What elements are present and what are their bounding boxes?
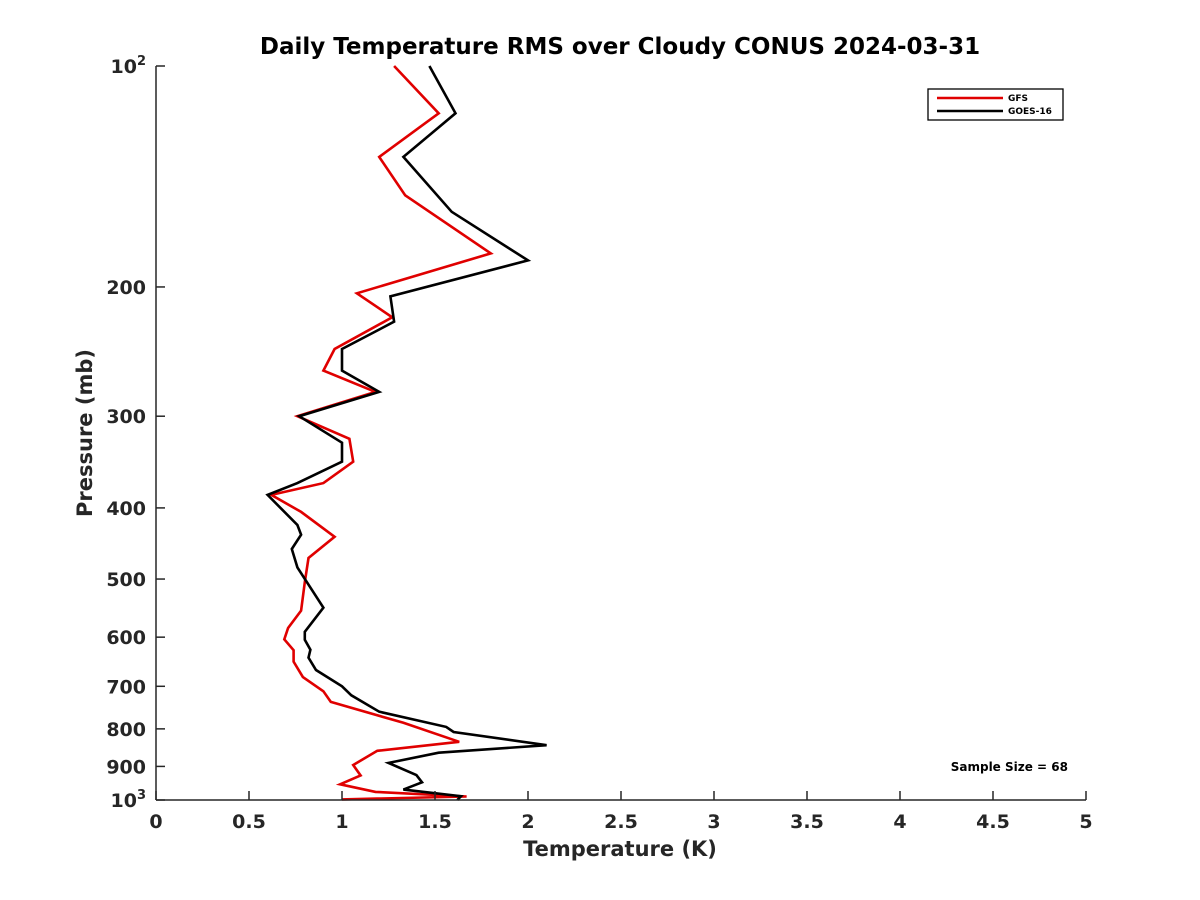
x-tick-label: 1.5 [418, 811, 452, 833]
legend-label: GFS [1008, 94, 1028, 104]
y-tick-label: 102 [111, 54, 147, 78]
x-tick-label: 4.5 [976, 811, 1010, 833]
series-layer [265, 65, 547, 801]
axes [155, 66, 1086, 801]
x-tick-label: 2.5 [604, 811, 638, 833]
x-tick-label: 1 [335, 811, 348, 833]
y-tick-label: 200 [106, 277, 146, 299]
y-tick-label: 103 [111, 788, 147, 812]
x-tick-label: 4 [893, 811, 906, 833]
y-tick-label: 500 [106, 569, 146, 591]
y-tick-label: 600 [106, 627, 146, 649]
x-axis-label: Temperature (K) [523, 837, 717, 861]
legend-label: GOES-16 [1008, 107, 1052, 117]
y-tick-label: 400 [106, 498, 146, 520]
x-tick-label: 0 [149, 811, 162, 833]
series-line-goes-16 [265, 65, 547, 801]
y-ticks: 102 200 300 400 500 600 700 800 900 103 [106, 54, 165, 812]
x-tick-label: 5 [1079, 811, 1092, 833]
sample-size-annotation: Sample Size = 68 [951, 760, 1068, 774]
y-tick-label: 900 [106, 756, 146, 778]
x-tick-label: 3.5 [790, 811, 824, 833]
series-line-gfs [267, 65, 494, 801]
x-tick-label: 0.5 [232, 811, 266, 833]
x-tick-label: 3 [707, 811, 720, 833]
legend: GFS GOES-16 [927, 88, 1064, 121]
legend-box [927, 88, 1064, 121]
x-tick-label: 2 [521, 811, 534, 833]
x-ticks: 0 0.5 1 1.5 2 2.5 3 3.5 4 4.5 5 [149, 791, 1093, 833]
y-tick-label: 800 [106, 719, 146, 741]
y-tick-label: 700 [106, 676, 146, 698]
y-axis-label: Pressure (mb) [73, 349, 97, 517]
y-tick-label: 300 [106, 406, 146, 428]
chart-title: Daily Temperature RMS over Cloudy CONUS … [260, 34, 980, 60]
